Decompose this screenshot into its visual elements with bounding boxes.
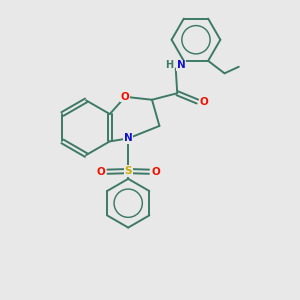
- Text: O: O: [200, 97, 208, 106]
- Text: H: H: [165, 60, 173, 70]
- Text: O: O: [151, 167, 160, 177]
- Text: O: O: [97, 167, 105, 177]
- Text: S: S: [124, 166, 132, 176]
- Text: N: N: [124, 134, 133, 143]
- Text: N: N: [177, 60, 185, 70]
- Text: O: O: [121, 92, 130, 102]
